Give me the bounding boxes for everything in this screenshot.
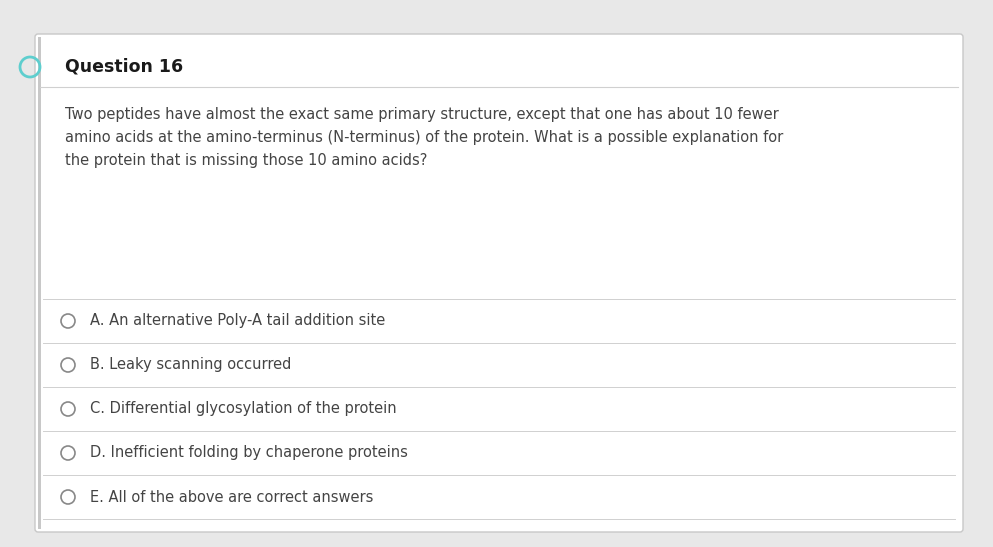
Bar [38, 37, 41, 529]
Text: E. All of the above are correct answers: E. All of the above are correct answers [90, 490, 373, 504]
Text: C. Differential glycosylation of the protein: C. Differential glycosylation of the pro… [90, 401, 396, 416]
Text: D. Inefficient folding by chaperone proteins: D. Inefficient folding by chaperone prot… [90, 445, 408, 461]
Text: Two peptides have almost the exact same primary structure, except that one has a: Two peptides have almost the exact same … [65, 107, 783, 167]
Text: Question 16: Question 16 [65, 58, 183, 76]
Text: A. An alternative Poly-A tail addition site: A. An alternative Poly-A tail addition s… [90, 313, 385, 329]
FancyBboxPatch shape [35, 34, 963, 532]
Text: B. Leaky scanning occurred: B. Leaky scanning occurred [90, 358, 291, 373]
